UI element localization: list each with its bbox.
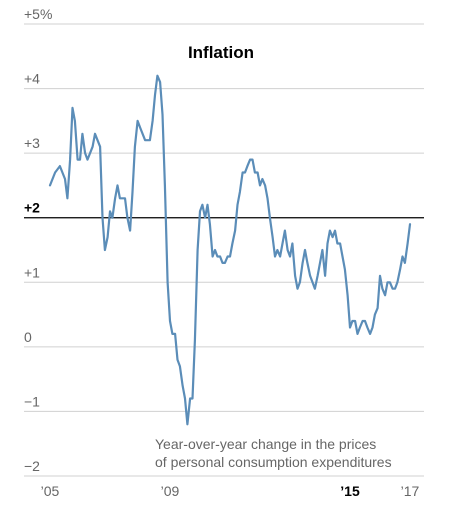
y-tick-label-7: −2	[24, 458, 40, 474]
y-tick-label-2: +3	[24, 135, 40, 151]
y-axis-ticks: +5% +4 +3 +2 +1 0 −1 −2	[24, 6, 52, 474]
y-tick-label-0: +5%	[24, 6, 52, 22]
chart-title: Inflation	[188, 43, 254, 62]
y-tick-label-6: −1	[24, 393, 40, 409]
y-tick-label-5: 0	[24, 329, 32, 345]
x-axis-ticks: ’05 ’09 ’15 ’17	[41, 483, 420, 499]
y-tick-label-3: +2	[24, 200, 40, 216]
series-layer	[48, 74, 412, 426]
annotation-line-1: Year-over-year change in the prices	[155, 436, 376, 452]
x-tick-label-0: ’05	[41, 483, 60, 499]
y-tick-label-4: +1	[24, 264, 40, 280]
x-tick-label-1: ’09	[161, 483, 180, 499]
x-tick-label-2: ’15	[340, 483, 360, 499]
y-tick-label-1: +4	[24, 71, 40, 87]
annotation-line-2: of personal consumption expenditures	[155, 454, 392, 470]
x-tick-label-3: ’17	[401, 483, 420, 499]
series-line-0	[48, 74, 412, 426]
grid-layer	[24, 23, 424, 477]
